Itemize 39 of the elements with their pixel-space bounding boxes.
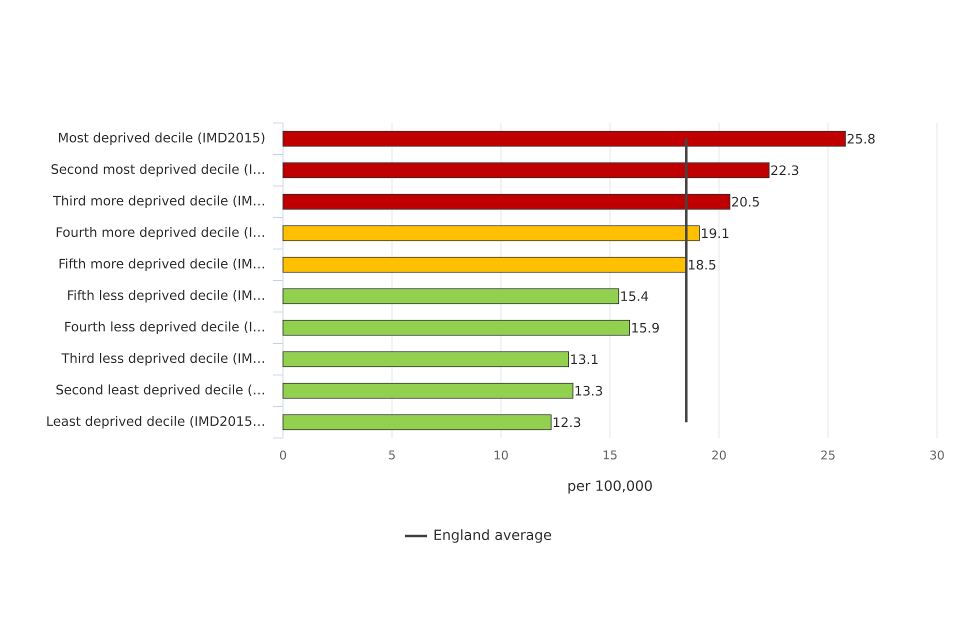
x-tick-label: 5 — [389, 450, 395, 460]
y-tick-label: Fifth less deprived decile (IM… — [68, 290, 264, 303]
bar — [282, 351, 569, 368]
bar — [282, 130, 846, 147]
data-label: 20.5 — [732, 196, 759, 207]
y-tick-label: Most deprived decile (IMD2015) — [59, 132, 264, 146]
legend-label: England average — [434, 529, 552, 543]
y-tick-label: Third more deprived decile (IM… — [52, 195, 264, 208]
x-tick-label: 20 — [712, 450, 726, 460]
y-tick-label: Second least deprived decile (… — [56, 384, 264, 398]
data-label: 15.4 — [621, 291, 648, 302]
x-tick-label: 25 — [821, 450, 835, 460]
x-tick-label: 0 — [280, 450, 286, 460]
data-label: 13.3 — [576, 386, 602, 396]
y-tick-label: Third less deprived decile (IM… — [61, 352, 264, 366]
bar — [282, 162, 770, 178]
data-label: 19.1 — [702, 228, 728, 238]
data-label: 22.3 — [771, 165, 798, 176]
x-tick-label: 10 — [494, 450, 508, 460]
x-tick-label: 30 — [930, 450, 944, 460]
data-label: 15.9 — [632, 322, 659, 333]
y-tick-label: Least deprived decile (IMD2015… — [47, 416, 264, 429]
y-tick-label: Fourth less deprived decile (I… — [65, 321, 264, 334]
data-label: 13.1 — [571, 354, 598, 364]
bar — [282, 194, 730, 210]
x-tick-label: 15 — [604, 450, 617, 460]
bar — [282, 256, 687, 273]
data-label: 18.5 — [688, 260, 716, 270]
y-tick-label: Second most deprived decile (I… — [52, 164, 264, 177]
y-tick-label: Fifth more deprived decile (IM… — [60, 258, 264, 272]
data-label: 12.3 — [554, 417, 580, 428]
bar — [282, 320, 630, 336]
bar — [282, 382, 574, 399]
x-axis-title: per 100,000 — [568, 480, 652, 494]
data-label: 25.8 — [848, 134, 875, 144]
bar — [282, 288, 620, 304]
bar — [282, 414, 552, 430]
bar — [282, 225, 700, 242]
y-tick-label: Fourth more deprived decile (I… — [56, 226, 264, 240]
